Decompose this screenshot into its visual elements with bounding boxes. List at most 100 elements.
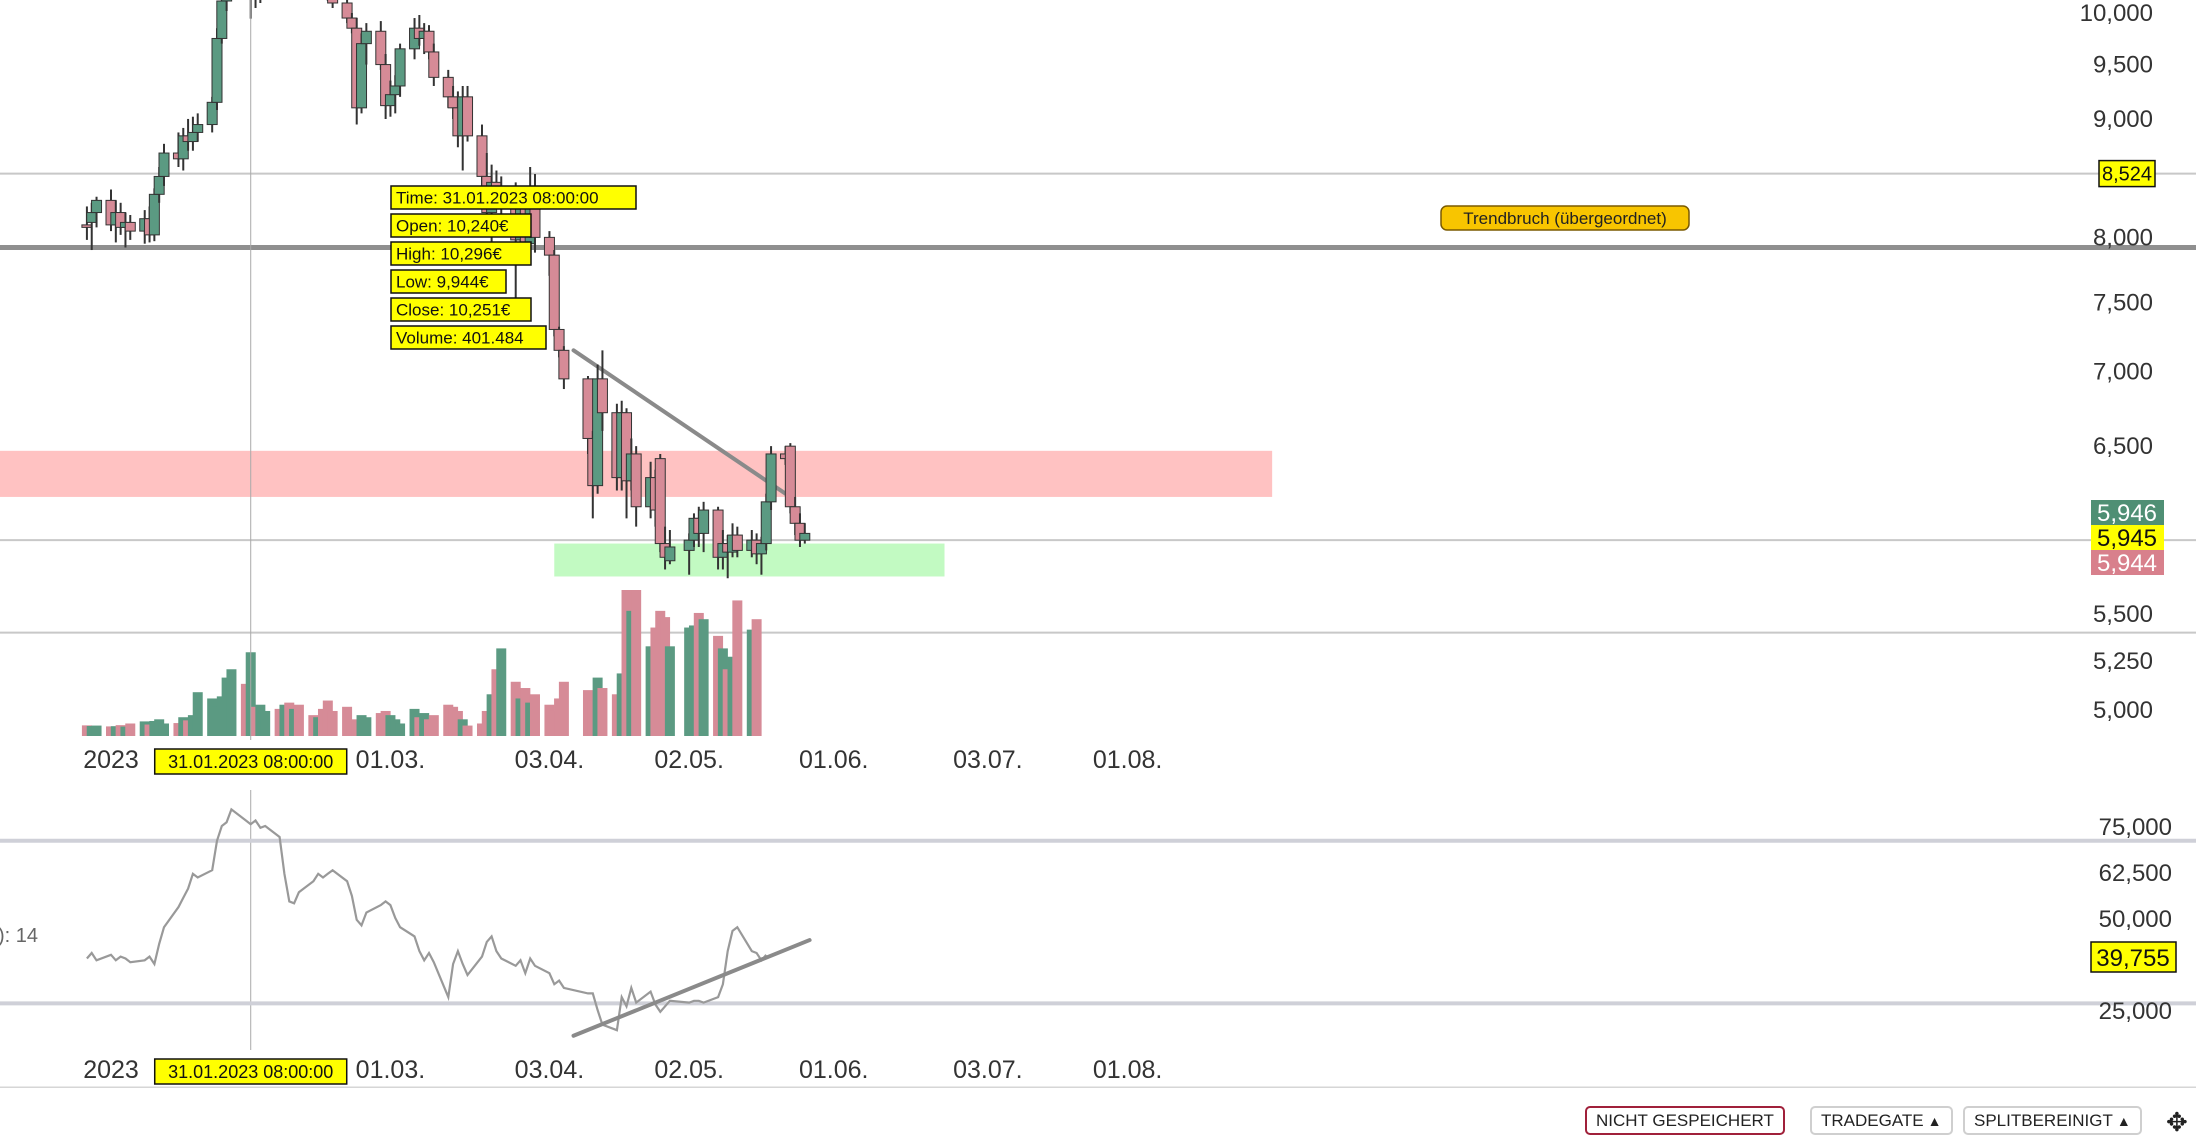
candle [327,0,339,8]
volume-bar [91,725,102,736]
candle-body [394,48,406,87]
candle [177,127,189,171]
volume-bar [361,717,372,736]
candle-body [153,175,165,195]
candle-body [596,378,608,414]
candle [187,116,199,151]
annotation-text: Trendbruch (übergeordnet) [1463,209,1667,228]
candle-body [327,0,339,4]
chart-canvas[interactable]: Time: 31.01.2023 08:00:00 Open: 10,240€ Hi… [0,0,2196,1088]
oscillator-last-value: 39,755 [2096,945,2169,972]
candle [765,446,777,511]
time-tick-label: 03.04. [515,1056,585,1084]
candle [216,0,228,44]
oscillator-label: ): 14 [0,925,38,947]
price-panel [0,172,2196,634]
level-label: 8,524 [2102,164,2152,186]
candle [158,143,170,186]
candle-body [187,131,199,143]
candle-body [158,152,170,177]
candle-body [389,85,401,96]
candle-body [423,30,435,53]
candle [394,43,406,97]
candle [211,28,223,111]
time-tick-label: 02.05. [654,746,724,774]
time-axis: 2023 01.03. 03.04. 02.05. 01.06. 03.07. 01.08. [83,746,1162,774]
price-tick-label: 8,000 [2093,224,2153,251]
volume-bar [125,723,136,736]
time-tick-label: 01.06. [799,746,869,774]
volume-bar [395,723,406,736]
candle [799,523,811,544]
price-tick-label: 10,000 [2080,0,2153,27]
resistance-trendline [571,348,788,496]
candle-body [784,445,796,508]
candle [428,43,440,86]
candle [654,453,666,553]
candle [731,526,743,558]
oscillator-tick-label: 75,000 [2099,814,2172,841]
time-tick-label: 02.05. [654,1056,724,1084]
caret-up-icon: ▲ [1927,1113,1942,1129]
volume-bars [81,590,762,736]
volume-bar [751,619,762,736]
candle-body [765,453,777,503]
tooltip-open-box [390,213,532,238]
candle [221,0,233,11]
candle-body [654,458,666,545]
candle [548,250,560,337]
crosshair-date-text: 31.01.2023 08:00:00 [168,1062,333,1082]
exchange-label: TRADEGATE [1821,1111,1924,1130]
candle-body [148,193,160,236]
candle [259,0,262,3]
volume-bar [428,715,439,736]
not-saved-label: NICHT GESPEICHERT [1596,1111,1774,1130]
candle [462,85,474,142]
exchange-select-button[interactable]: TRADEGATE ▲ [1810,1106,1953,1135]
price-tick-label: 7,500 [2093,289,2153,316]
candle-body [216,0,228,39]
status-bar: NICHT GESPEICHERT TRADEGATE ▲ SPLITBEREIN… [0,1087,2196,1142]
crosshair-date-label: 31.01.2023 08:00:00 [153,748,348,775]
time-tick-label: 01.03. [356,1056,426,1084]
volume-bar [462,725,473,736]
tooltip-low: Low: 9,944€ [396,273,489,292]
crosshair-date-box [153,748,348,775]
not-saved-button[interactable]: NICHT GESPEICHERT [1585,1106,1785,1135]
candle [596,350,608,431]
candle [81,206,93,240]
candle-body [630,453,642,508]
tooltip-time-box [390,185,637,210]
candle [698,501,710,553]
tooltip-volume: Volume: 401.484 [396,329,524,348]
level-label-box [2098,159,2156,188]
volume-bar [293,704,304,736]
move-icon[interactable]: ✥ [2166,1107,2188,1137]
candle [115,202,127,235]
candle-body [548,254,560,330]
candle-body [447,96,459,109]
oscillator-tick-label: 62,500 [2099,860,2172,887]
candle-body [341,2,353,19]
candle [375,21,387,70]
candle-body [91,199,103,214]
split-adjust-button[interactable]: SPLITBEREINIGT ▲ [1963,1106,2142,1135]
candle [558,346,570,390]
price-tick-label: 9,500 [2093,52,2153,79]
oscillator-axis: 75,000 62,500 50,000 25,000 39,755 [2090,814,2177,1025]
candle-body [206,101,218,126]
time-tick-label: 2023 [83,746,139,774]
candle [784,443,796,514]
candle-body [462,96,474,137]
time-tick-label: 01.08. [1093,746,1163,774]
time-tick-label: 03.07. [953,746,1023,774]
time-tick-label: 01.08. [1093,1056,1163,1084]
candle [254,0,257,8]
price-tick-label: 5,500 [2093,601,2153,628]
last-price-ask: 5,946 [2097,500,2157,527]
volume-bar [327,710,338,736]
last-price-bid: 5,944 [2097,550,2157,577]
price-tick-label: 5,250 [2093,648,2153,675]
last-price-last: 5,945 [2097,525,2157,552]
